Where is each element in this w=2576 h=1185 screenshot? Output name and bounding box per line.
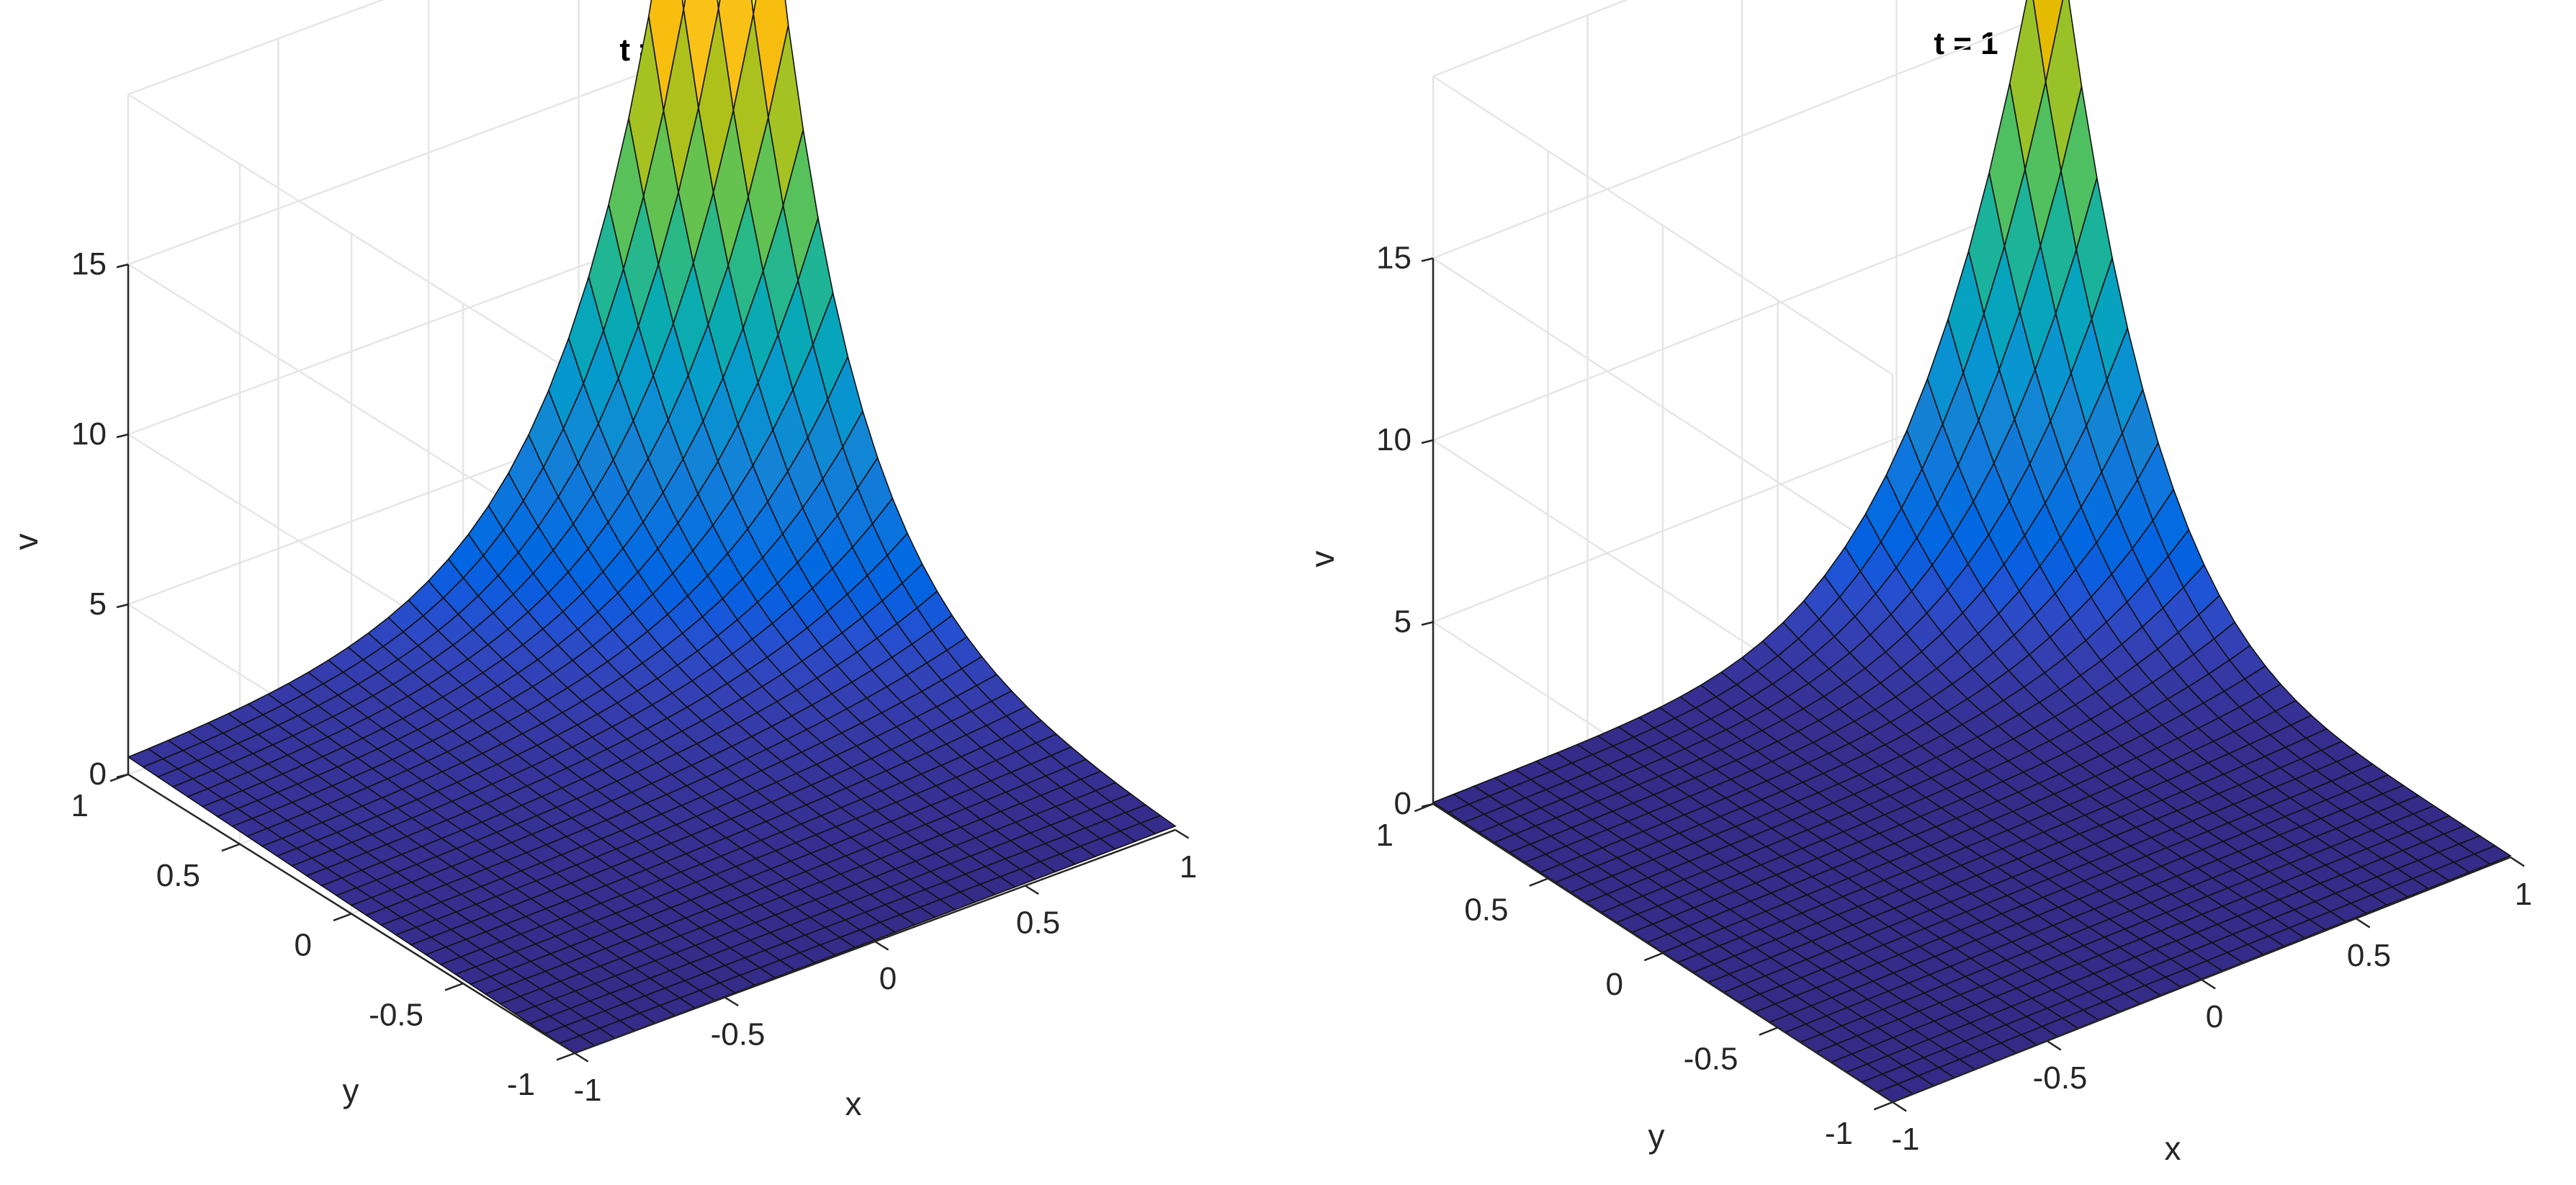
x-tick	[1892, 1101, 1907, 1112]
grid-line	[1432, 12, 2052, 259]
surface	[127, 0, 1177, 1054]
z-tick-label: 10	[1376, 422, 1412, 457]
y-tick-label: 0	[1606, 967, 1623, 1002]
x-tick-label: 0.5	[2347, 938, 2391, 973]
x-tick-label: 0	[2206, 999, 2223, 1034]
z-tick-label: 0	[1394, 786, 1412, 821]
x-tick	[574, 1052, 589, 1063]
y-tick-label: -1	[507, 1067, 535, 1102]
y-tick	[1873, 1101, 1893, 1111]
grid-line	[1432, 75, 1893, 376]
z-tick	[116, 263, 129, 269]
grid-line	[1432, 257, 1893, 558]
x-axis-label: x	[2165, 1130, 2181, 1167]
z-tick	[116, 433, 129, 439]
y-tick	[1529, 877, 1548, 887]
grid-line	[127, 40, 730, 266]
x-tick-label: -1	[573, 1073, 601, 1108]
y-axis-label: y	[343, 1072, 359, 1109]
y-tick	[444, 983, 464, 991]
surface-face	[1139, 815, 1177, 835]
y-tick-label: 0	[295, 928, 312, 963]
y-axis-label: y	[1648, 1117, 1665, 1155]
grid-line	[1432, 194, 2052, 442]
x-tick-label: 1	[2515, 877, 2532, 912]
y-tick-label: 0.5	[1464, 893, 1508, 928]
surface-face	[2473, 845, 2512, 865]
y-tick	[556, 1052, 575, 1061]
y-tick-label: 0.5	[156, 858, 200, 893]
y-tick-label: -1	[1825, 1116, 1853, 1151]
axes	[109, 263, 1190, 1063]
z-tick-label: 5	[1394, 604, 1412, 640]
z-tick	[116, 773, 129, 779]
x-tick-label: -1	[1891, 1122, 1919, 1157]
z-tick	[1421, 802, 1434, 808]
y-tick-label: -0.5	[369, 997, 423, 1032]
x-tick	[2355, 917, 2371, 929]
z-tick	[1421, 621, 1434, 626]
z-tick-label: 0	[89, 756, 107, 792]
z-tick-label: 15	[71, 246, 107, 282]
x-tick	[724, 996, 739, 1007]
x-tick	[1175, 828, 1190, 839]
grid-line	[127, 0, 385, 96]
x-tick	[2201, 978, 2216, 990]
surface	[1432, 0, 2512, 1103]
z-tick	[1421, 439, 1434, 444]
grid-line	[127, 93, 575, 375]
z-tick-label: 10	[71, 416, 107, 452]
z-tick-label: 5	[89, 586, 107, 622]
y-tick-label: 1	[1376, 818, 1394, 853]
x-tick-label: 0	[879, 961, 897, 996]
y-tick	[1759, 1027, 1778, 1036]
y-tick-label: 1	[71, 788, 89, 823]
x-tick	[2046, 1039, 2062, 1051]
x-tick	[2510, 856, 2525, 867]
grid-line	[1432, 0, 1628, 78]
y-tick	[1643, 952, 1664, 962]
z-axis-label: v	[7, 534, 45, 550]
x-axis-label: x	[845, 1085, 862, 1122]
z-axis-label: v	[1303, 551, 1341, 568]
x-tick-label: -0.5	[711, 1017, 766, 1052]
x-tick	[874, 940, 889, 951]
y-tick	[221, 843, 241, 852]
z-tick	[116, 603, 129, 609]
x-tick-label: 0.5	[1016, 905, 1060, 941]
axes	[1414, 257, 2525, 1112]
z-tick	[1421, 257, 1434, 262]
z-tick-label: 15	[1376, 241, 1412, 276]
y-tick	[333, 913, 352, 921]
x-tick-label: -0.5	[2033, 1060, 2088, 1096]
y-tick-label: -0.5	[1684, 1042, 1738, 1077]
x-tick-label: 1	[1180, 849, 1197, 885]
x-tick	[1024, 885, 1039, 895]
